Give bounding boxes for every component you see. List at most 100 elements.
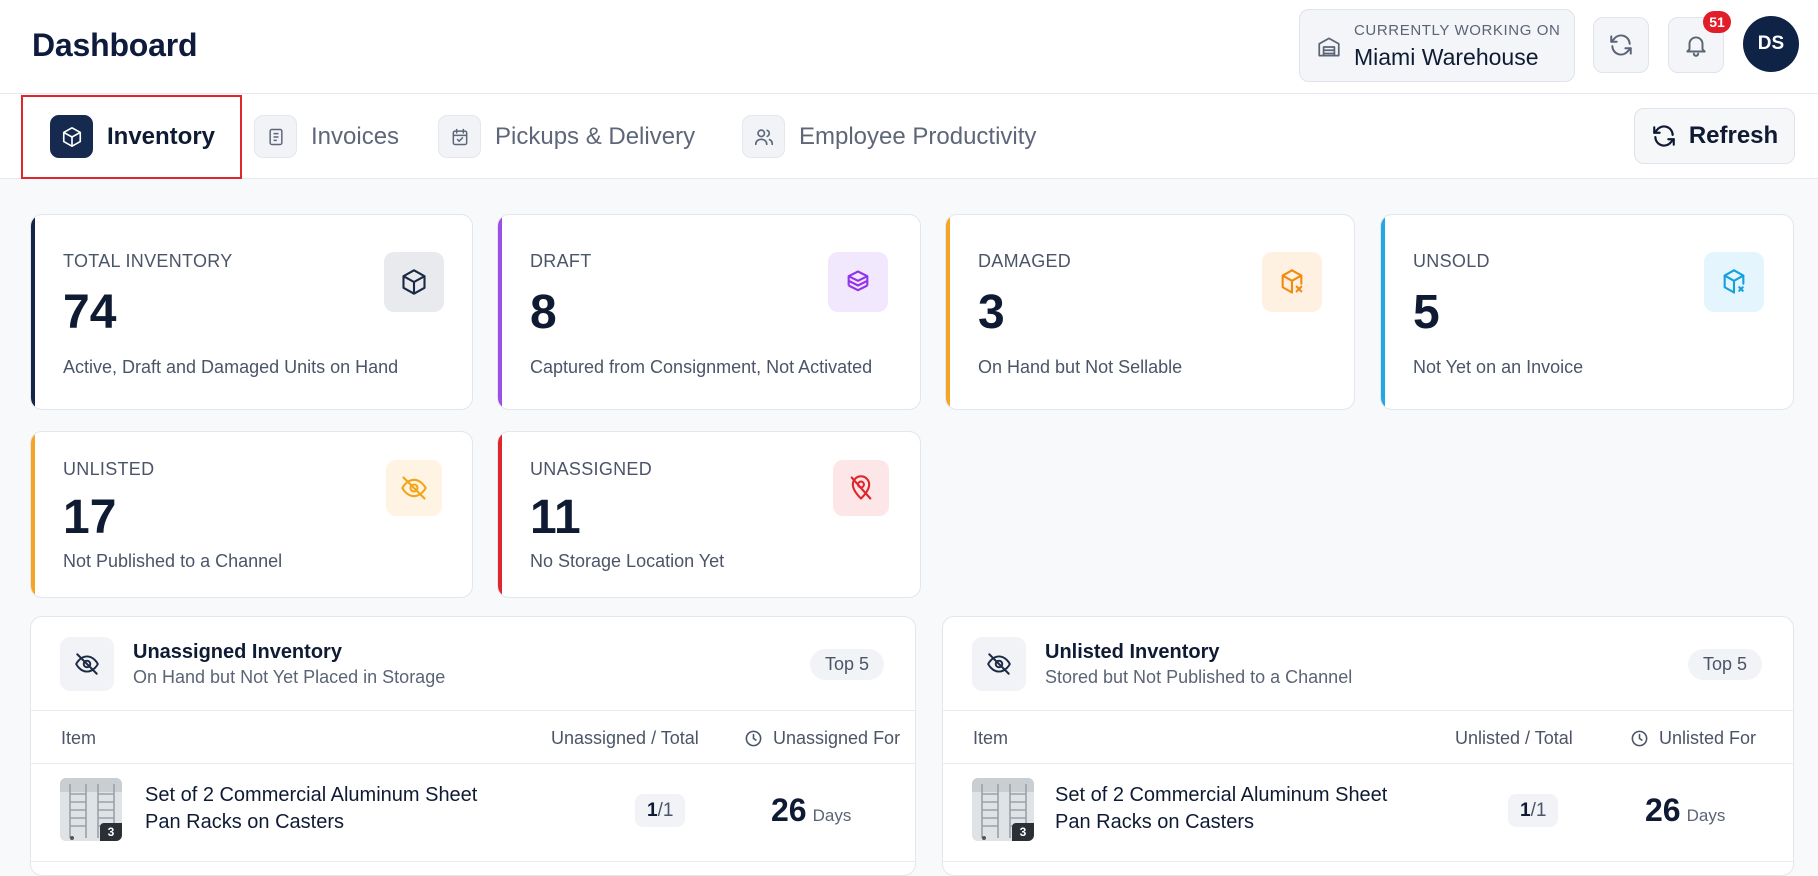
- column-ratio[interactable]: Unassigned / Total: [551, 728, 699, 748]
- card-value: 3: [978, 286, 1005, 339]
- card-value: 5: [1413, 286, 1440, 339]
- stat-card-unsold[interactable]: UNSOLD 5 Not Yet on an Invoice: [1380, 214, 1794, 410]
- card-accent: [498, 432, 502, 597]
- days-value: 26: [771, 792, 807, 828]
- table-row[interactable]: 3 Set of 2 Commercial Aluminum Sheet Pan…: [943, 764, 1793, 862]
- panel-subtitle: On Hand but Not Yet Placed in Storage: [133, 667, 446, 687]
- days-unit: Days: [812, 806, 852, 825]
- refresh-icon: [1652, 125, 1675, 147]
- boxes-stack-icon: [828, 252, 888, 312]
- calendar-check-icon: [438, 115, 481, 158]
- card-description: No Storage Location Yet: [530, 551, 725, 571]
- tab-invoices[interactable]: Invoices: [254, 94, 399, 179]
- card-label: UNSOLD: [1413, 251, 1490, 271]
- tab-bar: Inventory Invoices Pickups & Delivery Em…: [0, 94, 1818, 179]
- page-title: Dashboard: [32, 27, 198, 63]
- top-badge[interactable]: Top 5: [809, 649, 884, 680]
- card-accent: [31, 432, 35, 597]
- days-value: 26: [1645, 792, 1681, 828]
- card-value: 11: [530, 491, 581, 544]
- card-label: TOTAL INVENTORY: [63, 251, 233, 271]
- bell-icon: [1686, 36, 1706, 57]
- card-label: UNASSIGNED: [530, 459, 653, 479]
- card-description: Active, Draft and Damaged Units on Hand: [63, 357, 399, 377]
- panel-title: Unassigned Inventory: [133, 641, 342, 663]
- warehouse-name: Miami Warehouse: [1354, 44, 1539, 70]
- column-item[interactable]: Item: [973, 728, 1009, 748]
- eye-off-icon: [60, 637, 114, 691]
- ratio-total: /1: [657, 800, 674, 821]
- active-tab-highlight: [21, 95, 242, 179]
- refresh-label: Refresh: [1688, 122, 1779, 149]
- card-description: Captured from Consignment, Not Activated: [530, 357, 873, 377]
- ratio-total: /1: [1530, 800, 1547, 821]
- clock-icon: [1631, 730, 1648, 747]
- card-description: Not Published to a Channel: [63, 551, 283, 571]
- column-duration[interactable]: Unlisted For: [1659, 728, 1757, 748]
- user-avatar[interactable]: DS: [1743, 16, 1799, 72]
- item-name-line-2: Pan Racks on Casters: [145, 811, 344, 833]
- notification-badge: 51: [1703, 11, 1731, 33]
- table-header: Item Unlisted / Total Unlisted For: [943, 710, 1793, 764]
- warehouse-selector[interactable]: CURRENTLY WORKING ON Miami Warehouse: [1299, 9, 1575, 82]
- tab-employee-productivity[interactable]: Employee Productivity: [742, 94, 1036, 179]
- tab-invoices-label: Invoices: [311, 122, 400, 150]
- stat-card-unassigned[interactable]: UNASSIGNED 11 No Storage Location Yet: [497, 431, 921, 598]
- stat-card-draft[interactable]: DRAFT 8 Captured from Consignment, Not A…: [497, 214, 921, 410]
- tab-inventory[interactable]: Inventory: [50, 94, 215, 179]
- top-bar: Dashboard CURRENTLY WORKING ON Miami War…: [0, 0, 1818, 94]
- card-accent: [1381, 215, 1385, 409]
- refresh-button[interactable]: Refresh: [1634, 108, 1795, 164]
- card-value: 8: [530, 286, 557, 339]
- tab-inventory-label: Inventory: [107, 122, 216, 150]
- card-description: On Hand but Not Sellable: [978, 357, 1183, 377]
- card-accent: [31, 215, 35, 409]
- card-value: 74: [63, 286, 117, 339]
- warehouse-icon: [1318, 37, 1340, 57]
- unlisted-inventory-panel: Unlisted Inventory Stored but Not Publis…: [942, 616, 1794, 876]
- column-item[interactable]: Item: [61, 728, 97, 748]
- card-accent: [946, 215, 950, 409]
- item-name[interactable]: Set of 2 Commercial Aluminum Sheet Pan R…: [145, 782, 525, 836]
- card-label: UNLISTED: [63, 459, 155, 479]
- tab-pickups-delivery-label: Pickups & Delivery: [495, 122, 696, 150]
- ratio-count: 1: [647, 800, 658, 821]
- stat-card-damaged[interactable]: DAMAGED 3 On Hand but Not Sellable: [945, 214, 1355, 410]
- thumbnail-count: 3: [1012, 823, 1034, 841]
- tab-employee-productivity-label: Employee Productivity: [799, 122, 1037, 150]
- item-name[interactable]: Set of 2 Commercial Aluminum Sheet Pan R…: [1055, 782, 1435, 836]
- clock-icon: [745, 730, 762, 747]
- stat-card-total-inventory[interactable]: TOTAL INVENTORY 74 Active, Draft and Dam…: [30, 214, 473, 410]
- card-description: Not Yet on an Invoice: [1413, 357, 1584, 377]
- users-icon: [742, 115, 785, 158]
- card-label: DRAFT: [530, 251, 592, 271]
- box-damaged-icon: [1262, 252, 1322, 312]
- column-ratio[interactable]: Unlisted / Total: [1455, 728, 1573, 748]
- table-row[interactable]: 3 Set of 2 Commercial Aluminum Sheet Pan…: [31, 764, 915, 862]
- sync-button[interactable]: [1593, 17, 1649, 73]
- box-icon: [50, 115, 93, 158]
- card-value: 17: [63, 491, 117, 544]
- item-thumbnail: 3: [972, 778, 1034, 841]
- box-x-icon: [1704, 252, 1764, 312]
- ratio-count: 1: [1520, 800, 1531, 821]
- working-on-caption: CURRENTLY WORKING ON: [1354, 22, 1561, 39]
- document-icon: [254, 115, 297, 158]
- rack-image: [972, 778, 1034, 841]
- top-badge[interactable]: Top 5: [1687, 649, 1762, 680]
- stat-card-unlisted[interactable]: UNLISTED 17 Not Published to a Channel: [30, 431, 473, 598]
- eye-off-icon: [386, 460, 442, 516]
- tab-pickups-delivery[interactable]: Pickups & Delivery: [438, 94, 695, 179]
- unassigned-duration: 26 Days: [771, 792, 851, 829]
- location-off-icon: [833, 460, 889, 516]
- item-name-line-2: Pan Racks on Casters: [1055, 811, 1254, 833]
- unassigned-inventory-panel: Unassigned Inventory On Hand but Not Yet…: [30, 616, 916, 876]
- item-name-line-1: Set of 2 Commercial Aluminum Sheet: [145, 784, 478, 806]
- card-label: DAMAGED: [978, 251, 1072, 271]
- table-header: Item Unassigned / Total Unassigned For: [31, 710, 915, 764]
- item-thumbnail: 3: [60, 778, 122, 841]
- sync-icon: [1610, 34, 1632, 56]
- card-accent: [498, 215, 502, 409]
- column-duration[interactable]: Unassigned For: [773, 728, 901, 748]
- panel-subtitle: Stored but Not Published to a Channel: [1045, 667, 1353, 687]
